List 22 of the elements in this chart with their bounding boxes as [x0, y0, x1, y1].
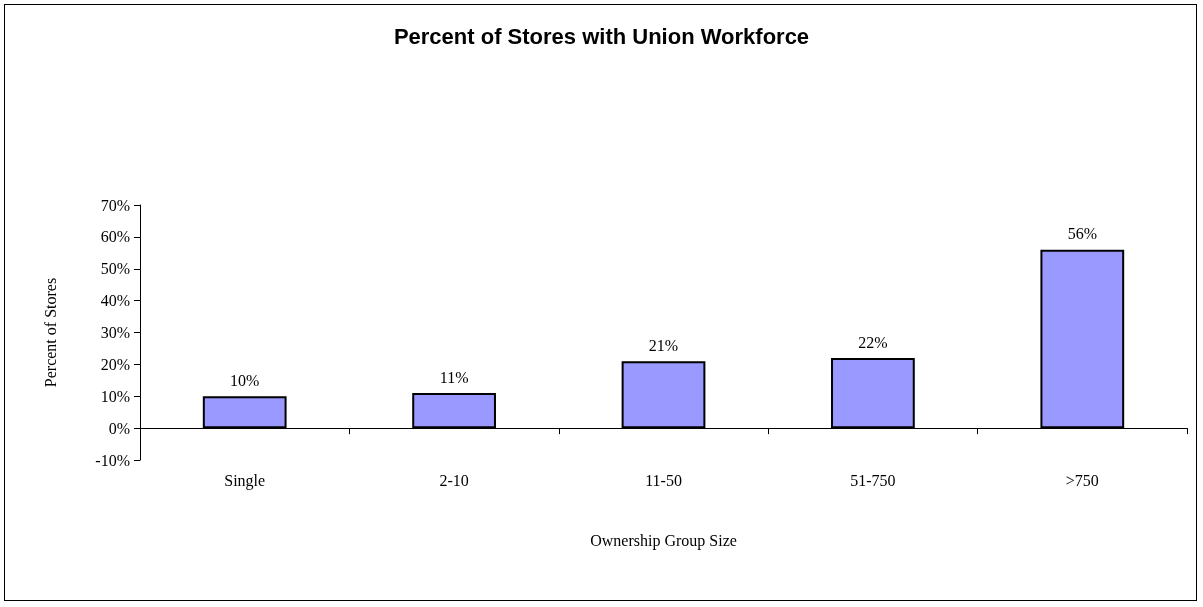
data-label: 10%	[230, 371, 260, 389]
x-tick-label: 2-10	[439, 471, 469, 489]
data-label: 21%	[648, 336, 679, 354]
x-tick-label: 11-50	[645, 471, 682, 489]
data-label: 22%	[858, 333, 888, 351]
y-tick-label: 60%	[100, 228, 130, 246]
x-tick-label: Single	[224, 471, 266, 490]
x-axis-title: Ownership Group Size	[590, 531, 737, 550]
y-tick-label: 70%	[100, 196, 130, 214]
y-tick-label: 50%	[100, 260, 130, 278]
y-tick-label: 0%	[108, 419, 130, 437]
y-tick-label: 30%	[100, 324, 130, 341]
y-tick-label: 10%	[100, 387, 130, 405]
x-tick-label: 51-750	[850, 471, 896, 489]
data-label: 56%	[1067, 225, 1097, 243]
y-tick-label: 40%	[100, 292, 130, 310]
y-tick-label: -10%	[95, 451, 130, 469]
y-tick-label: 20%	[100, 355, 130, 373]
chart-title: Percent of Stores with Union Workforce	[393, 23, 810, 49]
x-tick-label: >750	[1065, 471, 1099, 489]
data-label: 11%	[439, 368, 469, 386]
y-axis-title: Percent of Stores	[41, 277, 59, 388]
